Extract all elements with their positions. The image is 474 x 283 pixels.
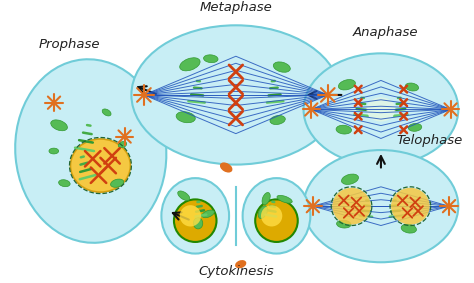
Ellipse shape [255, 200, 298, 242]
Ellipse shape [336, 125, 352, 134]
Ellipse shape [408, 123, 422, 131]
Ellipse shape [59, 180, 70, 187]
Ellipse shape [341, 174, 358, 185]
Ellipse shape [258, 206, 267, 218]
Text: Metaphase: Metaphase [200, 1, 272, 14]
Ellipse shape [180, 205, 201, 226]
Ellipse shape [161, 178, 229, 254]
Ellipse shape [332, 188, 371, 224]
Ellipse shape [243, 178, 310, 254]
Ellipse shape [118, 142, 127, 148]
Ellipse shape [338, 80, 356, 90]
Ellipse shape [303, 53, 458, 166]
Ellipse shape [405, 83, 419, 91]
Ellipse shape [270, 115, 285, 125]
Ellipse shape [51, 120, 67, 131]
Ellipse shape [235, 260, 246, 268]
Ellipse shape [203, 55, 218, 63]
Text: Prophase: Prophase [39, 38, 100, 51]
Ellipse shape [337, 220, 351, 228]
Ellipse shape [202, 210, 214, 218]
Ellipse shape [366, 97, 395, 121]
Ellipse shape [303, 150, 458, 262]
Ellipse shape [15, 59, 166, 243]
Text: Cytokinesis: Cytokinesis [198, 265, 273, 278]
Ellipse shape [262, 192, 270, 205]
Ellipse shape [273, 62, 290, 72]
Ellipse shape [49, 148, 59, 154]
Ellipse shape [131, 25, 340, 165]
Ellipse shape [220, 162, 232, 173]
Ellipse shape [277, 195, 292, 203]
Ellipse shape [391, 188, 430, 224]
Text: Anaphase: Anaphase [353, 25, 419, 38]
Ellipse shape [174, 200, 217, 242]
Ellipse shape [193, 218, 203, 229]
Ellipse shape [261, 205, 283, 226]
Ellipse shape [178, 191, 190, 201]
Text: Telophase: Telophase [396, 134, 463, 147]
Ellipse shape [401, 224, 417, 233]
Ellipse shape [110, 179, 124, 187]
Ellipse shape [71, 139, 130, 192]
Ellipse shape [180, 58, 200, 71]
Ellipse shape [176, 112, 195, 123]
Ellipse shape [102, 109, 111, 116]
